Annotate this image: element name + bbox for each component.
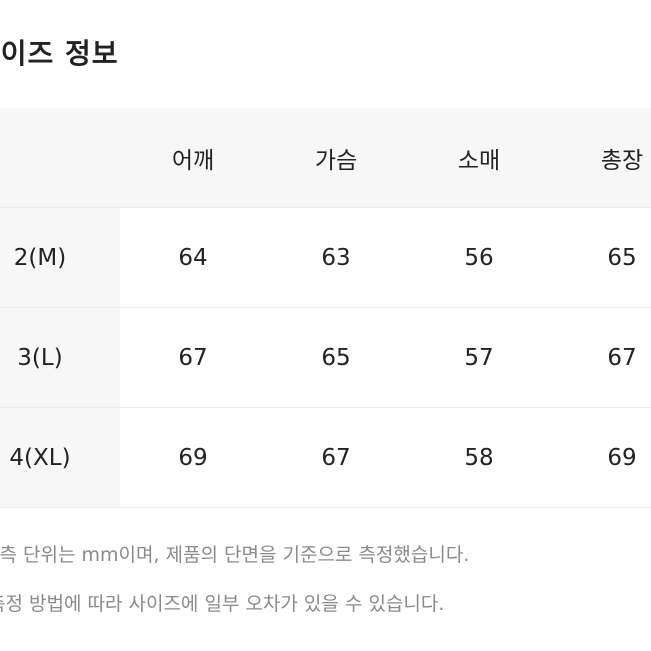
header-cell: 가슴 xyxy=(314,147,358,174)
size-table: 어깨 가슴 소매 총장 2(M) 64 63 56 65 3(L) 67 65 57 67 4(XL) 69 6… xyxy=(0,108,651,508)
note: 측정 방법에 따라 사이즈에 일부 오차가 있을 수 있습니다. xyxy=(0,593,445,615)
cell: 63 xyxy=(321,244,351,271)
row-label: 3(L) xyxy=(17,344,63,371)
cell: 56 xyxy=(464,244,494,271)
row-label-bg xyxy=(0,208,120,307)
row-label-bg xyxy=(0,308,120,407)
row-label: 4(XL) xyxy=(9,444,71,471)
table-row: 4(XL) 69 67 58 69 xyxy=(0,408,651,508)
cell: 58 xyxy=(464,444,494,471)
row-label-bg xyxy=(0,408,120,507)
cell: 64 xyxy=(178,244,208,271)
cell: 67 xyxy=(321,444,351,471)
cell: 67 xyxy=(607,344,637,371)
table-row: 3(L) 67 65 57 67 xyxy=(0,308,651,408)
title: 사이즈 정보 xyxy=(0,37,119,70)
header-cell: 어깨 xyxy=(171,147,215,174)
header-cell: 소매 xyxy=(457,147,501,174)
cell: 69 xyxy=(178,444,208,471)
cell: 69 xyxy=(607,444,637,471)
cell: 57 xyxy=(464,344,494,371)
header-row: 어깨 가슴 소매 총장 xyxy=(0,108,651,208)
note: 실측 단위는 mm이며, 제품의 단면을 기준으로 측정했습니다. xyxy=(0,544,470,566)
header-cell: 총장 xyxy=(600,147,644,174)
cell: 67 xyxy=(178,344,208,371)
table-row: 2(M) 64 63 56 65 xyxy=(0,208,651,308)
row-label: 2(M) xyxy=(13,244,67,271)
cell: 65 xyxy=(321,344,351,371)
cell: 65 xyxy=(607,244,637,271)
